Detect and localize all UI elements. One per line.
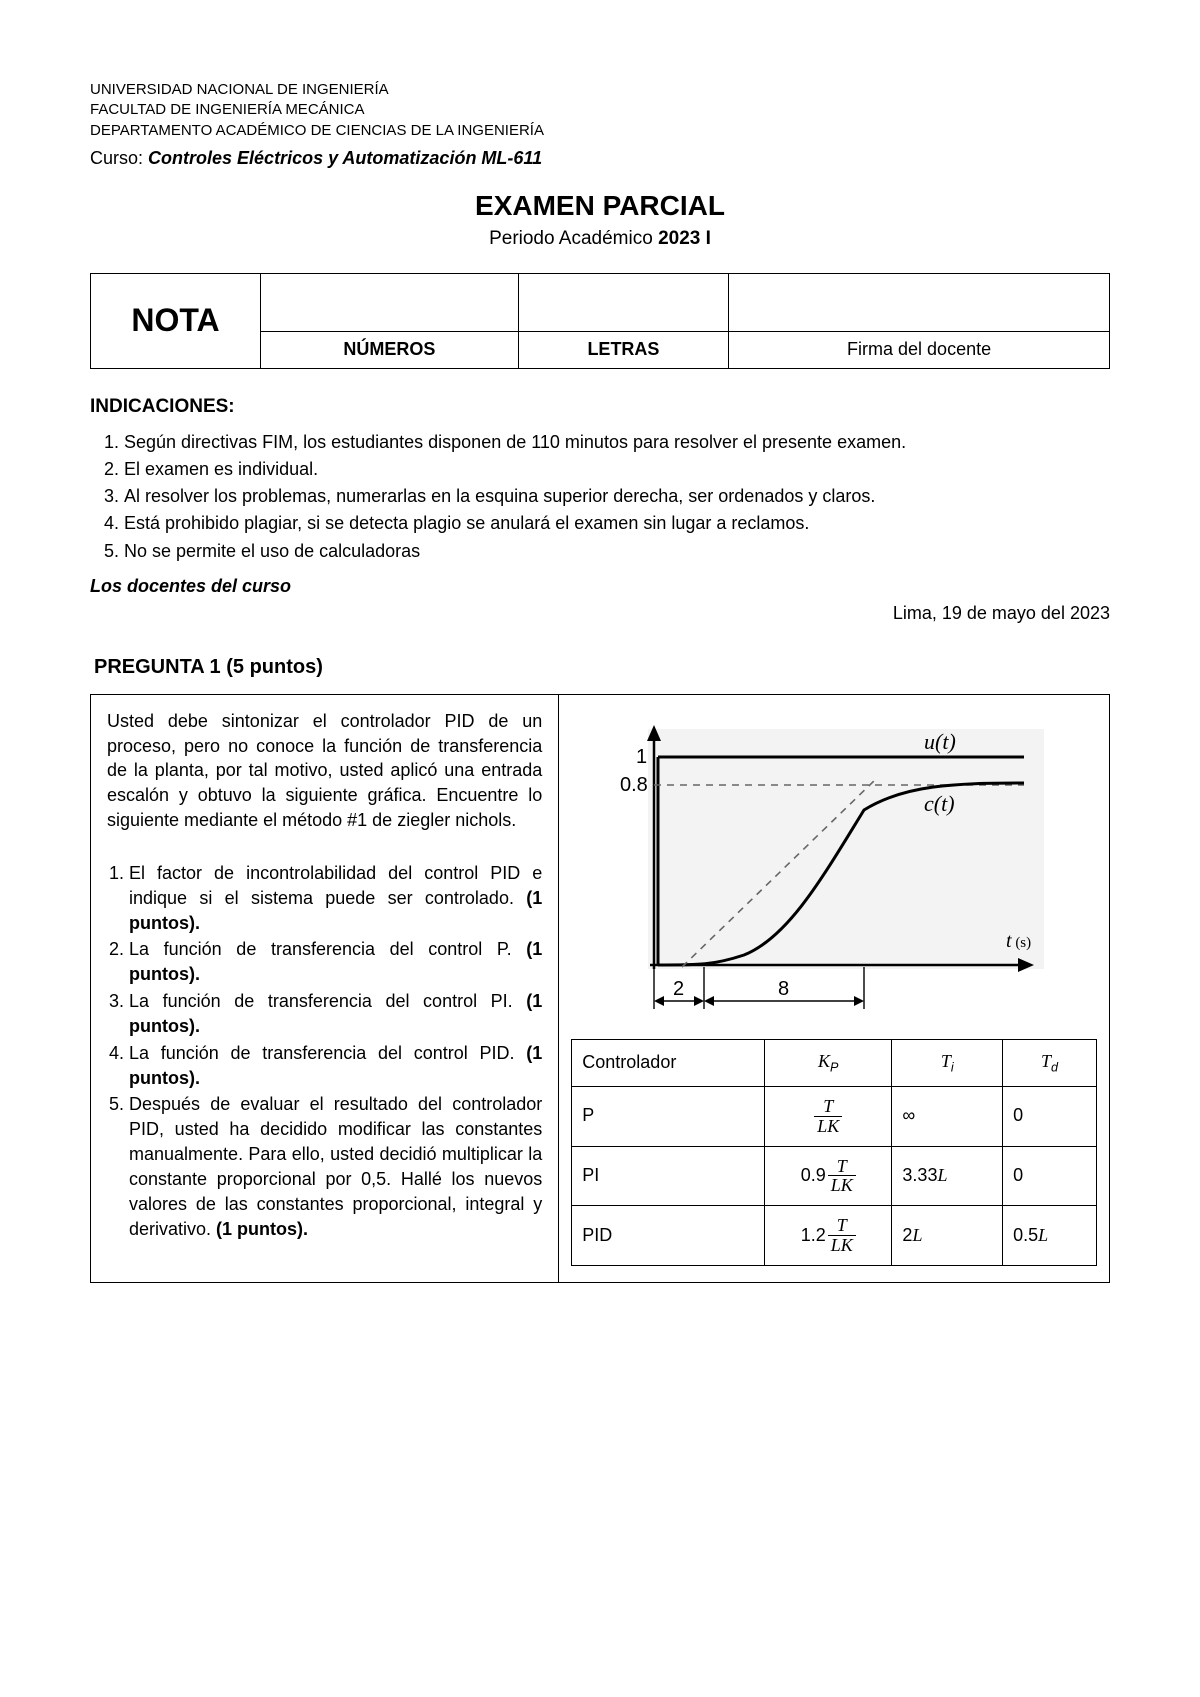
- step-response-chart: 10.8u(t)c(t)t (s)28: [604, 705, 1064, 1025]
- period-value: 2023 I: [658, 228, 711, 249]
- zn-td-cell: 0: [1003, 1146, 1097, 1206]
- firma-value: [729, 274, 1110, 332]
- ziegler-nichols-table: ControladorKPTiTd PTLK∞0 PI0.9TLK3.33L0 PID…: [571, 1039, 1097, 1266]
- course-line: Curso: Controles Eléctricos y Automatiza…: [90, 147, 1110, 170]
- zn-header: KP: [765, 1039, 892, 1086]
- nota-cell: NOTA: [91, 274, 261, 369]
- dim-T-label: 8: [778, 978, 789, 1000]
- institution-header: UNIVERSIDAD NACIONAL DE INGENIERÍA FACUL…: [90, 80, 1110, 141]
- dim-L-arrL: [654, 996, 664, 1006]
- exam-period: Periodo Académico 2023 I: [90, 227, 1110, 252]
- chart-bg: [648, 729, 1044, 969]
- numeros-value: [261, 274, 519, 332]
- indicacion-item: Según directivas FIM, los estudiantes di…: [124, 430, 1110, 454]
- numeros-label: NÚMEROS: [261, 332, 519, 369]
- zn-header: Ti: [892, 1039, 1003, 1086]
- pregunta1-subitem: Después de evaluar el resultado del cont…: [129, 1092, 542, 1241]
- letras-value: [518, 274, 728, 332]
- firma-label: Firma del docente: [729, 332, 1110, 369]
- pregunta1-subitems: El factor de incontrolabilidad del contr…: [129, 861, 542, 1241]
- docentes-line: Los docentes del curso: [90, 575, 1110, 598]
- u-label: u(t): [924, 729, 956, 754]
- course-prefix: Curso:: [90, 148, 148, 168]
- pregunta1-intro: Usted debe sintonizar el controlador PID…: [107, 709, 542, 833]
- indicaciones-list: Según directivas FIM, los estudiantes di…: [124, 430, 1110, 563]
- zn-td-cell: 0.5L: [1003, 1206, 1097, 1266]
- zn-ti-cell: 2L: [892, 1206, 1003, 1266]
- date-line: Lima, 19 de mayo del 2023: [90, 602, 1110, 625]
- dim-T-arrR: [854, 996, 864, 1006]
- pregunta1-subitem: La función de transferencia del control …: [129, 989, 542, 1039]
- grade-table: NOTA NÚMEROS LETRAS Firma del docente: [90, 273, 1110, 369]
- course-name: Controles Eléctricos y Automatización ML…: [148, 148, 542, 168]
- period-prefix: Periodo Académico: [489, 228, 658, 249]
- zn-kp-cell: TLK: [765, 1086, 892, 1146]
- c-label: c(t): [924, 791, 955, 816]
- zn-ti-cell: 3.33L: [892, 1146, 1003, 1206]
- pregunta1-subitem: La función de transferencia del control …: [129, 1041, 542, 1091]
- zn-header: Controlador: [572, 1039, 765, 1086]
- pregunta1-subitem: La función de transferencia del control …: [129, 937, 542, 987]
- indicacion-item: No se permite el uso de calculadoras: [124, 539, 1110, 563]
- pregunta1-box: Usted debe sintonizar el controlador PID…: [90, 694, 1110, 1283]
- zn-kp-cell: 0.9TLK: [765, 1146, 892, 1206]
- indicacion-item: Al resolver los problemas, numerarlas en…: [124, 484, 1110, 508]
- zn-td-cell: 0: [1003, 1086, 1097, 1146]
- dim-L-arrR: [694, 996, 704, 1006]
- pregunta1-heading: PREGUNTA 1 (5 puntos): [94, 654, 1110, 680]
- ytick-1: 1: [636, 746, 647, 768]
- indicaciones-heading: INDICACIONES:: [90, 395, 1110, 420]
- exam-title: EXAMEN PARCIAL: [90, 188, 1110, 224]
- header-line-3: DEPARTAMENTO ACADÉMICO DE CIENCIAS DE LA…: [90, 121, 1110, 141]
- ytick-08: 0.8: [620, 774, 648, 796]
- zn-kp-cell: 1.2TLK: [765, 1206, 892, 1266]
- pregunta1-subitem: El factor de incontrolabilidad del contr…: [129, 861, 542, 935]
- zn-header: Td: [1003, 1039, 1097, 1086]
- indicacion-item: Está prohibido plagiar, si se detecta pl…: [124, 511, 1110, 535]
- zn-controller-cell: PID: [572, 1206, 765, 1266]
- header-line-2: FACULTAD DE INGENIERÍA MECÁNICA: [90, 100, 1110, 120]
- zn-controller-cell: PI: [572, 1146, 765, 1206]
- dim-T-arrL: [704, 996, 714, 1006]
- letras-label: LETRAS: [518, 332, 728, 369]
- zn-ti-cell: ∞: [892, 1086, 1003, 1146]
- header-line-1: UNIVERSIDAD NACIONAL DE INGENIERÍA: [90, 80, 1110, 100]
- dim-L-label: 2: [673, 978, 684, 1000]
- zn-controller-cell: P: [572, 1086, 765, 1146]
- pregunta1-figure-col: 10.8u(t)c(t)t (s)28 ControladorKPTiTdPTL…: [559, 695, 1109, 1282]
- indicacion-item: El examen es individual.: [124, 457, 1110, 481]
- pregunta1-text-col: Usted debe sintonizar el controlador PID…: [91, 695, 559, 1282]
